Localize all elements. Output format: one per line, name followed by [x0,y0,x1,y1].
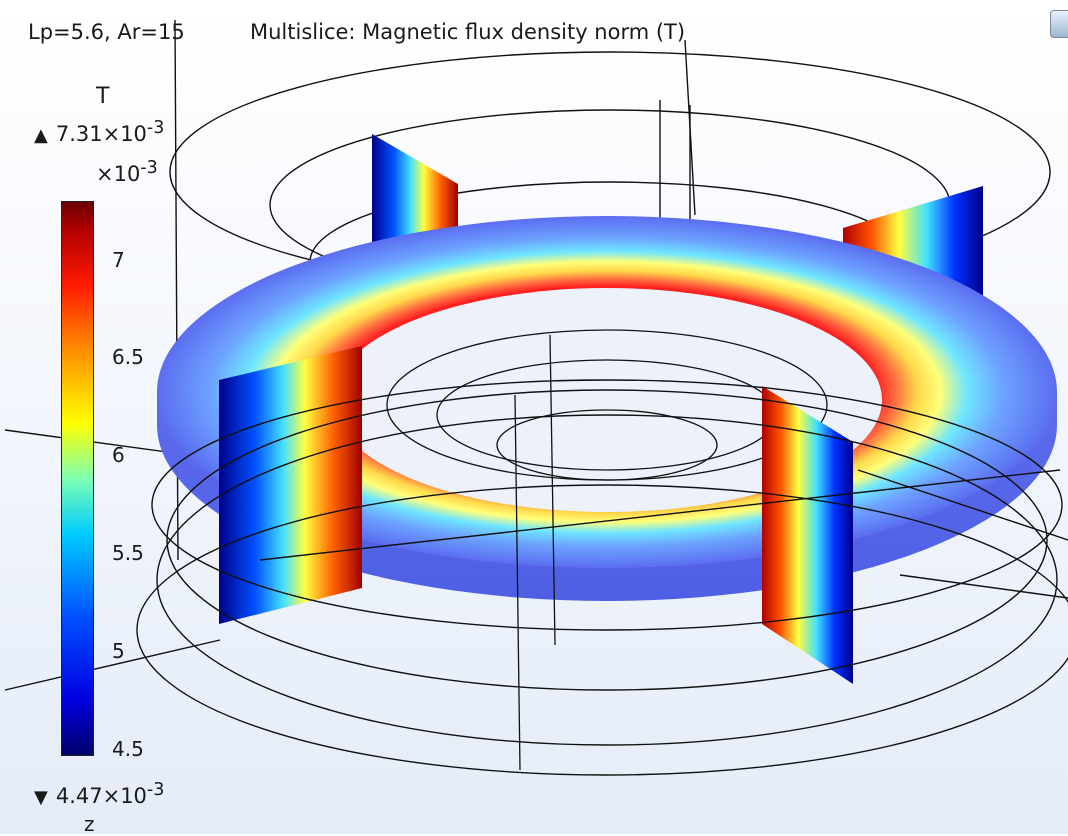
legend-min: ▼ 4.47×10-3 [34,780,164,808]
legend-max-exponent: -3 [147,118,164,138]
legend-multiplier-value: ×10 [96,162,140,186]
legend-max-value: 7.31×10 [56,122,147,146]
legend-multiplier-exponent: -3 [140,158,157,178]
colorbar-tick: 7 [112,248,125,272]
color-legend-bar [61,201,94,756]
colorbar-tick: 4.5 [112,737,144,761]
window-toolbar-icon[interactable] [1050,10,1068,38]
colorbar-tick: 6 [112,443,125,467]
legend-min-exponent: -3 [147,780,164,800]
legend-unit: T [96,84,109,109]
colorbar-tick: 6.5 [112,345,144,369]
legend-multiplier: ×10-3 [96,158,158,186]
plot-title: Multislice: Magnetic flux density norm (… [250,20,685,44]
colorbar-tick: 5 [112,639,125,663]
min-triangle-icon: ▼ [34,787,48,808]
legend-max: ▲ 7.31×10-3 [34,118,164,146]
max-triangle-icon: ▲ [34,125,48,146]
legend-min-value: 4.47×10 [56,784,147,808]
colorbar-tick: 5.5 [112,541,144,565]
parameter-label: Lp=5.6, Ar=15 [28,20,185,44]
axis-z-label: z [84,812,95,836]
